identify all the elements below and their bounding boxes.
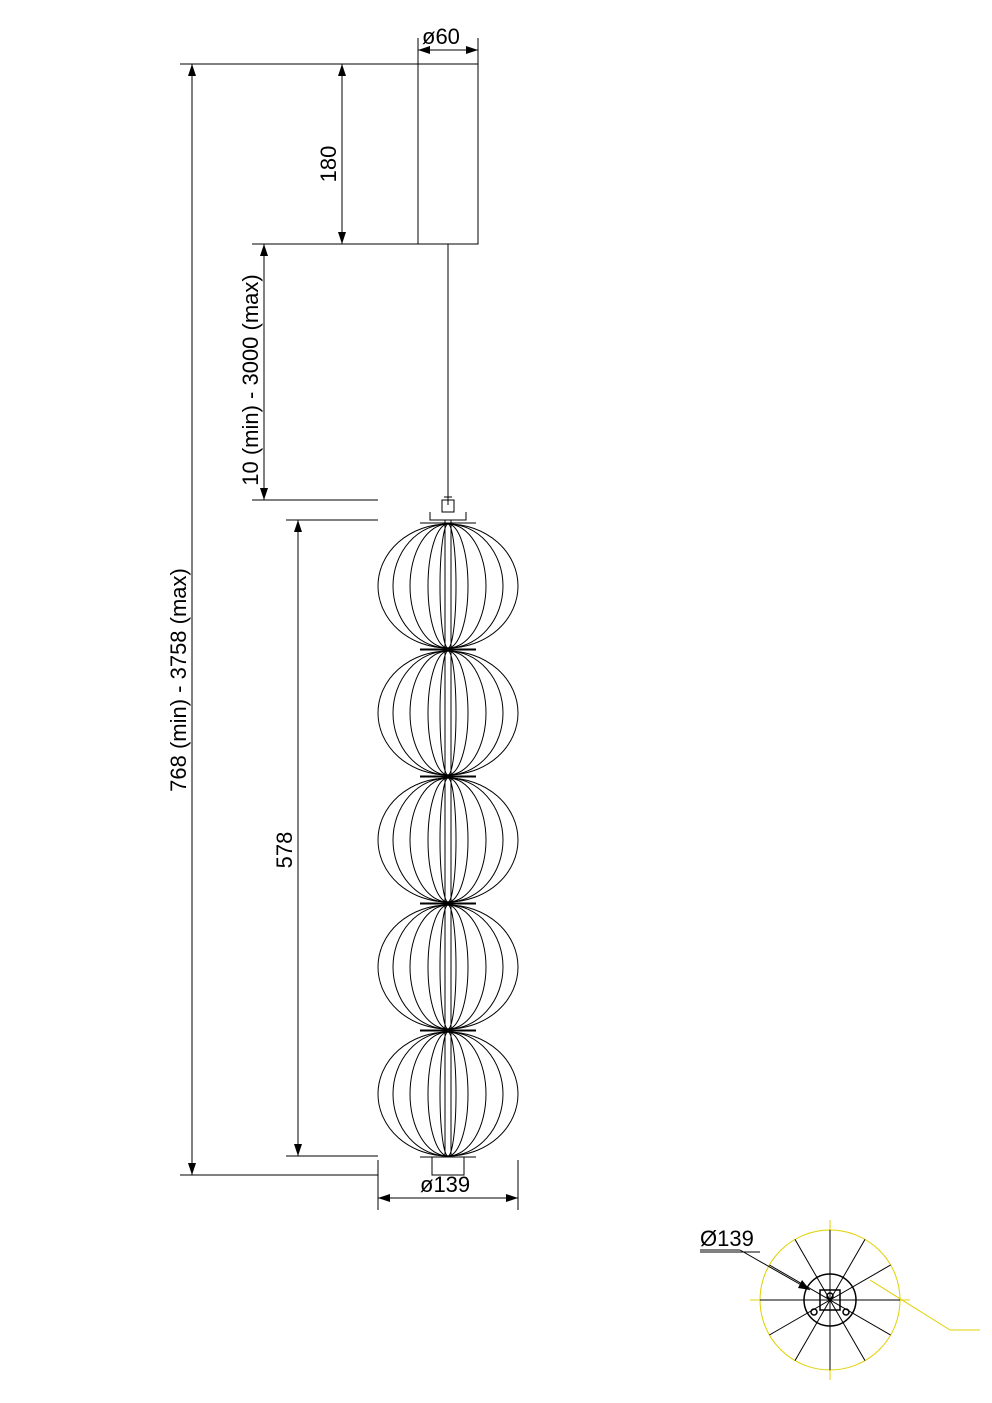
top-view-dia-label: Ø139 <box>700 1226 754 1251</box>
sphere-segment <box>378 904 518 1030</box>
body-h-label: 578 <box>272 832 297 869</box>
lamp-body <box>378 520 518 1175</box>
canopy-dia-label: ø60 <box>422 24 460 49</box>
cable-len-label: 10 (min) - 3000 (max) <box>238 274 263 486</box>
sphere-segment <box>378 777 518 903</box>
overall-h-label: 768 (min) - 3758 (max) <box>166 568 191 792</box>
canopy-rect <box>418 64 478 244</box>
technical-drawing: ø60 180 10 (min) - 3000 (max) 768 (min) … <box>0 0 992 1403</box>
canopy-h-label: 180 <box>316 146 341 183</box>
sphere-segment <box>378 650 518 776</box>
sphere-segment <box>378 523 518 649</box>
sphere-segment <box>378 1031 518 1157</box>
body-dia-label: ø139 <box>420 1172 470 1197</box>
top-view <box>750 1220 910 1380</box>
